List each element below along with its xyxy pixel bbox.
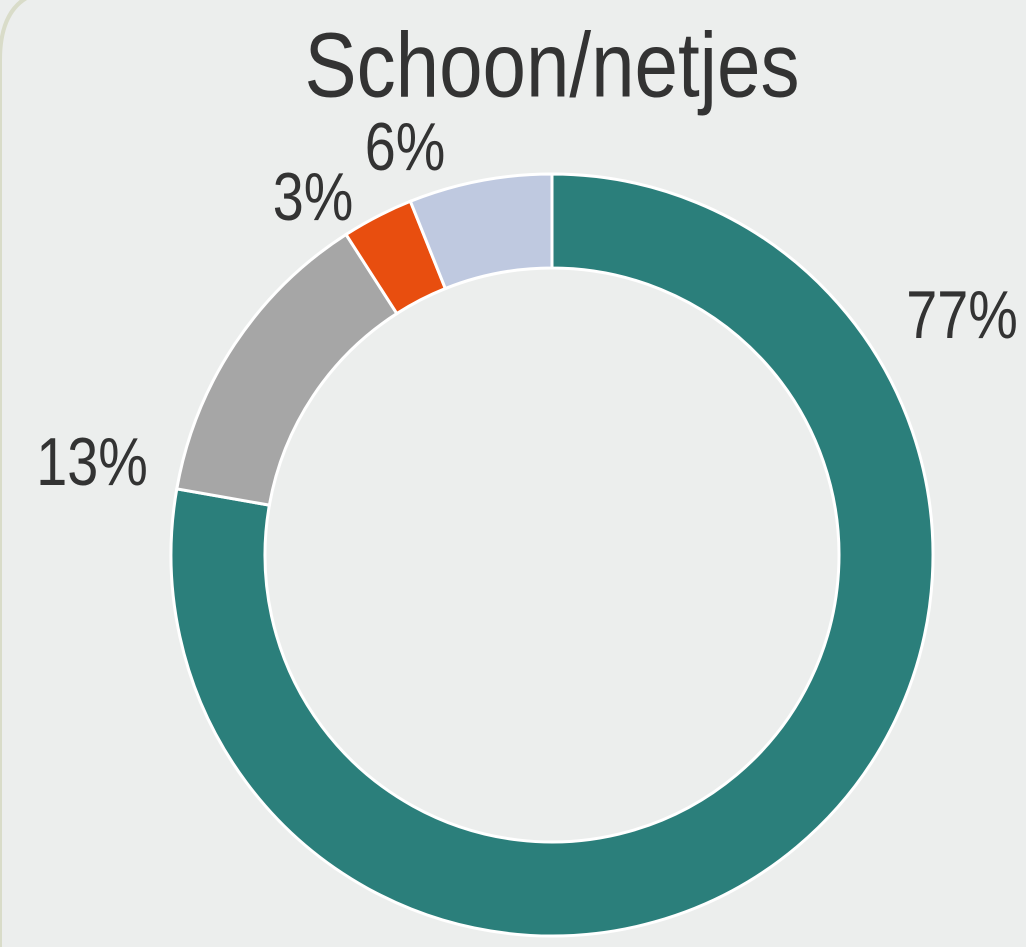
- data-label: 77%: [906, 278, 1018, 353]
- data-label: 13%: [36, 425, 148, 500]
- donut-slice: [408, 172, 554, 291]
- chart-title: Schoon/netjes: [305, 14, 800, 116]
- data-label: 3%: [273, 160, 354, 235]
- data-label: 6%: [365, 110, 446, 185]
- panel-border: [0, 0, 28, 947]
- donut-slice: [169, 172, 935, 938]
